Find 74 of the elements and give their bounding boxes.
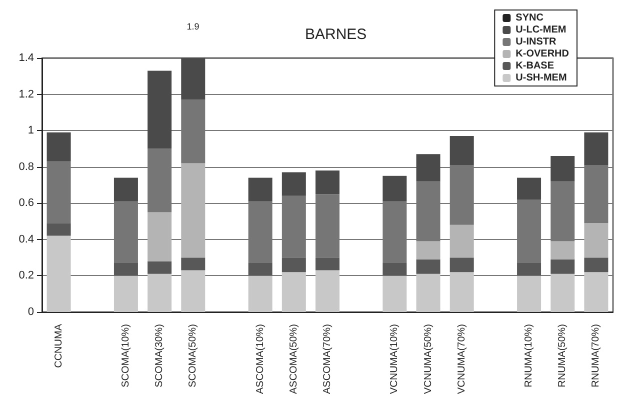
- bar: [148, 261, 172, 274]
- bar: [550, 241, 575, 260]
- bar: [248, 178, 272, 202]
- bar: [517, 263, 542, 276]
- bar: [181, 163, 206, 258]
- bar: [282, 172, 306, 196]
- bar: [181, 270, 206, 312]
- bar: [46, 223, 71, 236]
- bar: [517, 276, 542, 312]
- x-tick-label: CCNUMA: [53, 324, 64, 368]
- legend-label: SYNC: [516, 12, 544, 24]
- bar: [550, 156, 575, 182]
- bar: [316, 258, 340, 270]
- bar: [148, 212, 172, 262]
- chart-title: BARNES: [305, 26, 367, 43]
- bar: [450, 258, 474, 272]
- bar: [382, 176, 407, 202]
- bar: [181, 258, 206, 270]
- y-tick-label: 0.8: [18, 160, 34, 173]
- bar: [382, 263, 407, 276]
- bar: [46, 132, 71, 162]
- bar: [114, 263, 138, 276]
- text: 1.9: [186, 22, 200, 32]
- bar: [46, 236, 71, 312]
- x-tick-label: VCNUMA(70%): [456, 324, 468, 394]
- legend-label: U-SH-MEM: [516, 72, 567, 84]
- x-tick-label: VCNUMA(10%): [389, 324, 400, 394]
- bar: [416, 241, 440, 260]
- bar: [248, 263, 272, 276]
- x-tick-label: RNUMA(10%): [524, 324, 535, 388]
- bar: [148, 70, 172, 149]
- bar: [382, 276, 407, 312]
- legend-label: K-BASE: [516, 60, 554, 72]
- bar: [584, 272, 608, 312]
- bar: [114, 178, 138, 202]
- bar: [316, 270, 340, 312]
- bar: [416, 259, 440, 274]
- bar: [282, 272, 306, 312]
- y-tick-label: 0.2: [18, 270, 34, 282]
- bar: [584, 132, 608, 166]
- y-tick-label: 1: [28, 124, 34, 137]
- bar: [416, 274, 440, 312]
- x-tick-label: RNUMA(70%): [590, 324, 602, 388]
- legend-label: K-OVERHD: [516, 48, 570, 60]
- bar: [181, 58, 206, 100]
- bar: [148, 274, 172, 312]
- bar: [282, 258, 306, 272]
- y-tick-label: 0: [28, 306, 34, 318]
- bar: [584, 223, 608, 258]
- x-tick-label: SCOMA(50%): [188, 324, 199, 388]
- bar: [450, 272, 474, 312]
- bar: [114, 276, 138, 312]
- bar: [248, 276, 272, 312]
- legend-label: U-LC-MEM: [516, 24, 566, 36]
- y-tick-label: 1.4: [18, 52, 34, 64]
- x-tick-label: SCOMA(30%): [154, 324, 166, 388]
- legend-label: U-INSTR: [516, 36, 557, 48]
- bar: [550, 259, 575, 274]
- bar: [450, 224, 474, 258]
- bar: [450, 136, 474, 166]
- y-tick-label: 0.6: [18, 197, 34, 210]
- x-tick-label: RNUMA(50%): [557, 324, 568, 388]
- bar: [316, 170, 340, 194]
- bar: [584, 258, 608, 272]
- x-tick-label: ASCOMA(50%): [288, 324, 300, 394]
- y-tick-label: 0.4: [18, 233, 34, 246]
- y-tick-label: 1.2: [18, 88, 34, 100]
- bar: [416, 154, 440, 182]
- bar: [550, 274, 575, 312]
- x-tick-label: ASCOMA(10%): [254, 324, 266, 394]
- x-tick-label: ASCOMA(70%): [322, 324, 333, 394]
- bar: [517, 178, 542, 200]
- x-tick-label: VCNUMA(50%): [422, 324, 434, 394]
- x-tick-label: SCOMA(10%): [120, 324, 132, 388]
